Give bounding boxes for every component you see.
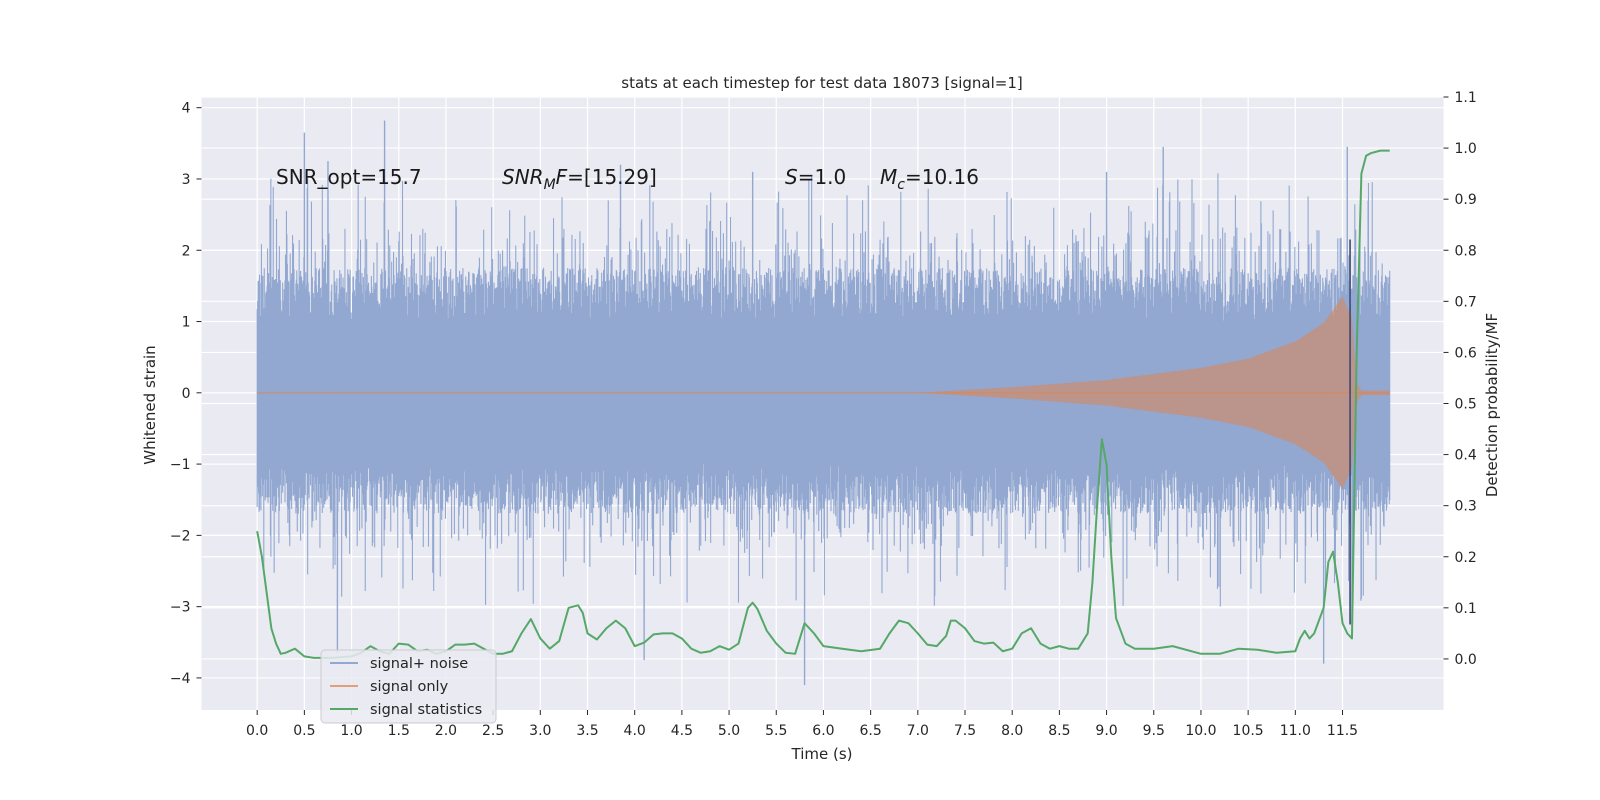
y-axis-left-ticks: −4 −3 −2 −1 0 1 2 3 4 <box>170 101 202 687</box>
x-tick-label: 3.5 <box>576 723 598 739</box>
legend-label-signal-only: signal only <box>370 679 449 695</box>
y-right-tick-label: 0.5 <box>1455 397 1477 413</box>
y-right-tick-label: 0.8 <box>1455 243 1477 259</box>
y-axis-right-ticks: 0.0 0.1 0.2 0.3 0.4 0.5 0.6 0.7 0.8 0.9 1.0 1.1 <box>1443 90 1477 668</box>
annotation-mc-name: M <box>880 165 897 189</box>
y-left-tick-label: 2 <box>182 243 191 259</box>
annotation-snr-mf-rest: F <box>556 165 568 189</box>
annotation-snr-mf-sub: M <box>544 177 556 193</box>
annotation-snr-mf-value: =[15.29] <box>567 165 657 189</box>
x-tick-label: 10.5 <box>1233 723 1264 739</box>
y-right-tick-label: 0.4 <box>1455 448 1477 464</box>
x-tick-label: 10.0 <box>1185 723 1216 739</box>
y-right-tick-label: 1.1 <box>1455 90 1477 106</box>
legend-label-signal-plus-noise: signal+ noise <box>370 656 468 672</box>
x-tick-label: 4.0 <box>624 723 646 739</box>
x-tick-label: 5.5 <box>765 723 787 739</box>
y-left-tick-label: −1 <box>170 457 191 473</box>
x-tick-label: 8.0 <box>1001 723 1023 739</box>
x-tick-label: 11.5 <box>1327 723 1358 739</box>
x-tick-label: 3.0 <box>529 723 551 739</box>
x-tick-label: 9.0 <box>1095 723 1117 739</box>
annotation-s: S=1.0 <box>785 165 846 189</box>
y-right-tick-label: 0.6 <box>1455 345 1477 361</box>
y-right-tick-label: 0.3 <box>1455 499 1477 515</box>
x-tick-label: 11.0 <box>1280 723 1311 739</box>
series-signal-only <box>257 296 1390 490</box>
legend-label-signal-statistics: signal statistics <box>370 702 482 718</box>
y-left-tick-label: 0 <box>182 386 191 402</box>
x-tick-label: 6.0 <box>812 723 834 739</box>
x-tick-label: 2.0 <box>435 723 457 739</box>
y-right-tick-label: 1.0 <box>1455 141 1477 157</box>
y-axis-left-label: Whitened strain <box>141 345 159 464</box>
y-axis-right-label: Detection probability/MF <box>1483 313 1501 497</box>
y-left-tick-label: −2 <box>170 528 191 544</box>
annotation-snr-mf: SNRMF=[15.29] <box>502 165 657 193</box>
x-axis-label: Time (s) <box>791 745 853 763</box>
y-left-tick-label: 4 <box>182 101 191 117</box>
y-left-tick-label: −4 <box>170 671 191 687</box>
y-right-tick-label: 0.7 <box>1455 294 1477 310</box>
chart-title: stats at each timestep for test data 180… <box>621 74 1022 92</box>
x-tick-label: 9.5 <box>1143 723 1165 739</box>
annotation-mc-sub: c <box>897 177 905 193</box>
y-right-tick-label: 0.1 <box>1455 601 1477 617</box>
x-axis-ticks: 0.0 0.5 1.0 1.5 2.0 2.5 3.0 3.5 4.0 4.5 5.0 5.5 6.0 6… <box>246 710 1358 739</box>
x-tick-label: 7.0 <box>907 723 929 739</box>
annotation-snr-opt: SNR_opt=15.7 <box>276 165 422 189</box>
x-tick-label: 2.5 <box>482 723 504 739</box>
y-left-tick-label: −3 <box>170 600 191 616</box>
annotation-snr-mf-name: SNR <box>502 165 544 189</box>
y-right-tick-label: 0.0 <box>1455 652 1477 668</box>
y-right-tick-label: 0.2 <box>1455 550 1477 566</box>
annotation-s-name: S <box>785 165 798 189</box>
x-tick-label: 0.0 <box>246 723 268 739</box>
x-tick-label: 1.0 <box>340 723 362 739</box>
x-tick-label: 8.5 <box>1048 723 1070 739</box>
x-tick-label: 0.5 <box>293 723 315 739</box>
x-tick-label: 5.0 <box>718 723 740 739</box>
y-right-tick-label: 0.9 <box>1455 192 1477 208</box>
legend: signal+ noise signal only signal statist… <box>320 649 497 724</box>
y-left-tick-label: 3 <box>182 172 191 188</box>
legend-box <box>320 649 497 724</box>
x-tick-label: 6.5 <box>859 723 881 739</box>
y-left-tick-label: 1 <box>182 315 191 331</box>
noise-extreme-spikes <box>303 120 1353 686</box>
annotation-mc: Mc=10.16 <box>880 165 979 193</box>
x-tick-label: 1.5 <box>388 723 410 739</box>
x-tick-label: 7.5 <box>954 723 976 739</box>
x-tick-label: 4.5 <box>671 723 693 739</box>
annotation-mc-value: =10.16 <box>905 165 979 189</box>
annotation-s-value: =1.0 <box>798 165 847 189</box>
